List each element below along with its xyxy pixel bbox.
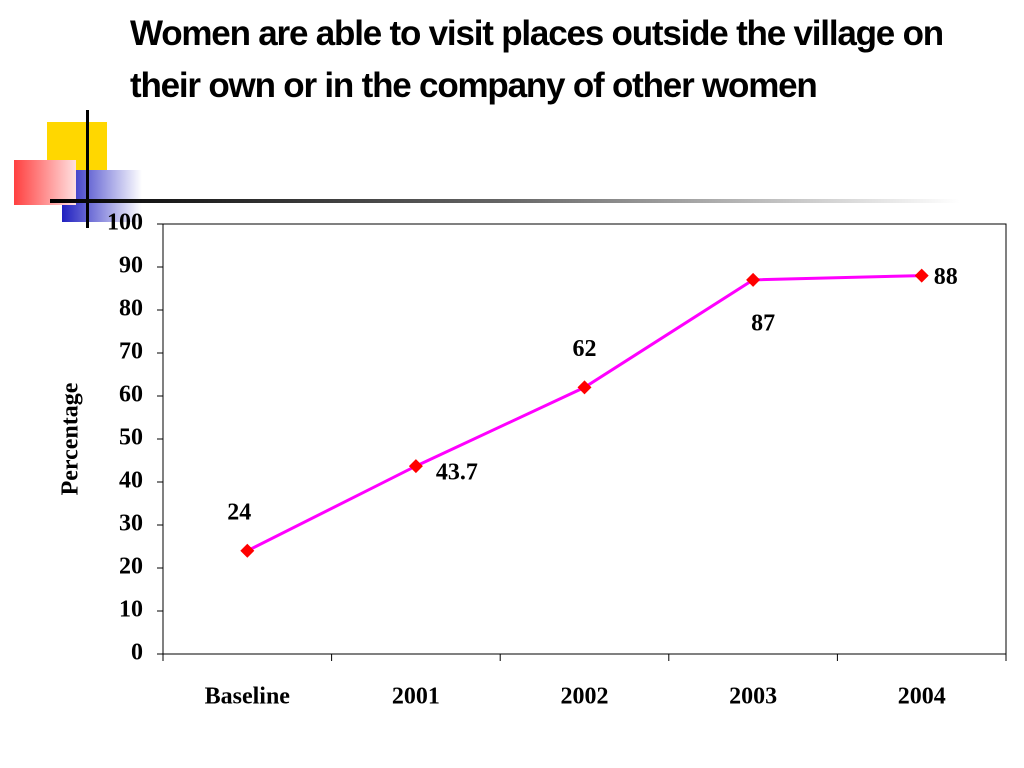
y-tick-label: 50 [119,425,143,451]
y-tick-label: 40 [119,468,143,494]
y-tick-label: 30 [119,511,143,537]
deco-square [14,160,76,205]
data-label: 24 [227,499,251,525]
x-tick-label: 2003 [729,684,777,710]
x-tick-label: 2001 [392,684,440,710]
data-marker [746,272,761,287]
y-tick-label: 20 [119,554,143,580]
data-marker [240,543,255,558]
data-label: 88 [934,264,958,290]
data-label: 62 [573,336,597,362]
x-tick-label: 2002 [561,684,609,710]
deco-rule [50,199,960,203]
data-label: 43.7 [436,460,478,486]
y-tick-label: 70 [119,339,143,365]
data-marker [408,459,423,474]
y-tick-label: 0 [131,640,143,666]
y-tick-label: 90 [119,253,143,279]
plot-area [162,223,1007,655]
x-tick-label: Baseline [205,684,291,710]
deco-line [86,110,89,228]
y-tick-label: 80 [119,296,143,322]
data-line [246,274,922,553]
data-marker [914,268,929,283]
y-tick-label: 100 [107,210,143,236]
y-tick-label: 10 [119,597,143,623]
data-label: 87 [751,310,775,336]
chart-title: Women are able to visit places outside t… [130,14,944,105]
y-tick-label: 60 [119,382,143,408]
y-axis-label: Percentage [58,382,84,495]
x-tick-label: 2004 [898,684,946,710]
data-marker [577,380,592,395]
